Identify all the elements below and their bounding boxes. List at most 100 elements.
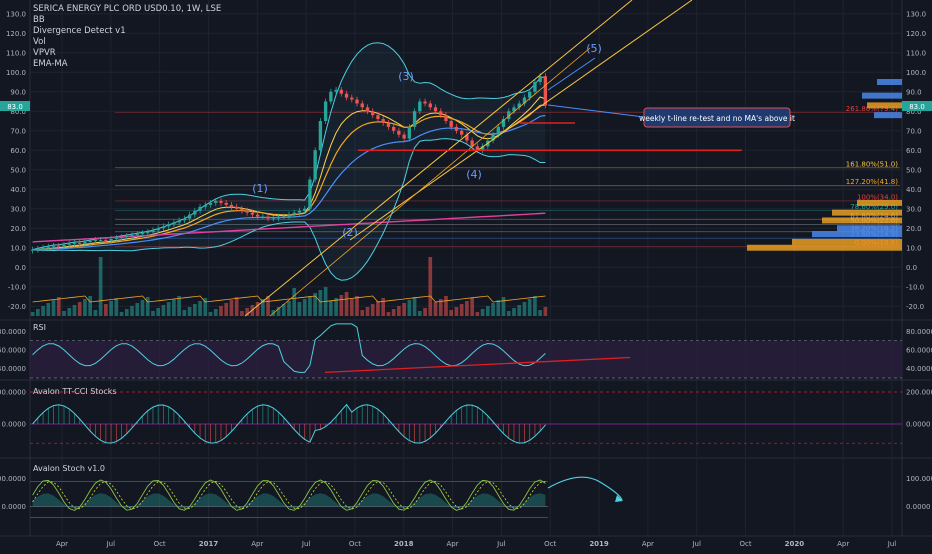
price-tick-label-right: 80.0 — [906, 108, 922, 116]
price-tick-label-right: -10.0 — [906, 283, 924, 291]
volume-bar — [109, 301, 113, 316]
indicator-label-vpvr[interactable]: VPVR — [33, 48, 56, 58]
stoch-tick-label-right: 100.0000 — [906, 475, 932, 483]
price-tick-label-left: 20.0 — [10, 225, 26, 233]
volume-bar — [83, 299, 87, 316]
candle-body — [67, 243, 71, 245]
time-tick-label: Oct — [154, 540, 166, 548]
cci-title[interactable]: Avalon TT-CCI Stocks — [33, 387, 117, 396]
candle-body — [182, 218, 187, 221]
candle-body — [271, 218, 275, 220]
volume-bar — [219, 306, 223, 316]
wave-label: (2) — [342, 226, 358, 239]
candle-body — [177, 220, 181, 223]
candle-body — [57, 245, 61, 247]
time-tick-label: Apr — [447, 540, 459, 548]
channel-line-lower — [244, 0, 633, 317]
candle-body — [36, 248, 40, 250]
svg-text:83.0: 83.0 — [7, 103, 23, 111]
time-tick-label: Apr — [642, 540, 654, 548]
candle-body — [402, 134, 406, 139]
indicator-label-ema-ma[interactable]: EMA-MA — [33, 59, 68, 69]
candle-body — [187, 214, 192, 219]
time-tick-label: Apr — [837, 540, 849, 548]
vpvr-bar — [877, 79, 902, 85]
wave-label: (1) — [252, 182, 268, 195]
volume-bar — [308, 296, 312, 316]
price-tick-label-right: 100.0 — [906, 69, 926, 77]
volume-bar — [444, 296, 448, 316]
candle-body — [93, 239, 98, 241]
vpvr-bar — [837, 225, 902, 232]
wave-label: (4) — [466, 168, 482, 181]
candle-body — [538, 76, 542, 82]
volume-bar — [465, 301, 469, 316]
indicator-label-bb[interactable]: BB — [33, 15, 45, 25]
time-tick-label: Jul — [887, 540, 897, 548]
annotation-callout[interactable]: weekly t-line re-test and no MA's above … — [547, 104, 795, 128]
candle-body — [297, 210, 302, 213]
candle-body — [287, 214, 291, 217]
volume-bar — [417, 311, 422, 316]
wave-label: (5) — [586, 42, 602, 55]
price-tick-label-left: -10.0 — [8, 283, 26, 291]
indicator-label-vol[interactable]: Vol — [33, 37, 46, 47]
vpvr-bar — [747, 244, 902, 251]
stoch-title[interactable]: Avalon Stoch v1.0 — [33, 464, 105, 473]
rsi-title[interactable]: RSI — [33, 323, 46, 332]
volume-bar — [459, 304, 464, 316]
candle-body — [166, 224, 171, 227]
candle-body — [376, 115, 380, 120]
vpvr-bar — [874, 112, 902, 119]
volume-bar — [433, 302, 438, 316]
candle-body — [496, 126, 500, 135]
volume-bar — [46, 303, 51, 316]
fib-level-label: 61.80%(24.6) — [850, 212, 898, 220]
ma-long — [32, 212, 546, 243]
candle-body — [130, 235, 134, 237]
volume-bar — [470, 298, 474, 316]
candle-body — [72, 242, 77, 244]
volume-bar — [349, 299, 354, 316]
axis-labels: 130.0 130.0 120.0 120.0 110.0 110.0 100.0 100.0… — [0, 10, 932, 548]
candle-body — [98, 239, 103, 241]
svg-text:83.0: 83.0 — [909, 103, 925, 111]
time-tick-label: Jul — [496, 540, 506, 548]
price-tick-label-right: 50.0 — [906, 166, 922, 174]
candle-body — [391, 126, 396, 131]
volume-bar — [370, 304, 375, 316]
candle-body — [412, 111, 417, 127]
candle-body — [318, 121, 323, 151]
price-tick-label-left: 110.0 — [6, 49, 26, 57]
volume-bar — [255, 302, 260, 316]
candle-body — [88, 240, 92, 242]
fib-level-label: 261.80%(79.4) — [846, 105, 898, 113]
volume-bar — [145, 297, 150, 316]
candle-body — [114, 238, 119, 239]
volume-bar — [287, 301, 291, 316]
vpvr-bar — [822, 217, 902, 224]
volume-bar — [130, 306, 134, 316]
candle-body — [104, 239, 108, 241]
volume-bar — [506, 311, 511, 316]
candle-body — [528, 91, 532, 98]
time-tick-label: Oct — [349, 540, 361, 548]
rsi-pane — [30, 323, 902, 379]
price-tick-label-left: 0.0 — [15, 264, 26, 272]
price-tick-label-right: 70.0 — [906, 127, 922, 135]
candle-body — [475, 146, 480, 151]
volume-bar — [376, 301, 380, 316]
price-tick-label-left: 100.0 — [6, 69, 26, 77]
candle-body — [480, 146, 485, 151]
candle-body — [365, 107, 370, 112]
candle-body — [161, 226, 166, 229]
indicator-label-divergence[interactable]: Divergence Detect v1 — [33, 26, 126, 36]
volume-bar — [266, 296, 270, 316]
volume-bar — [381, 298, 386, 316]
volume-bar — [480, 309, 485, 316]
wave-label: (3) — [398, 70, 414, 83]
volume-bar — [391, 309, 396, 316]
volume-bar — [355, 296, 359, 316]
time-tick-label: Apr — [251, 540, 263, 548]
